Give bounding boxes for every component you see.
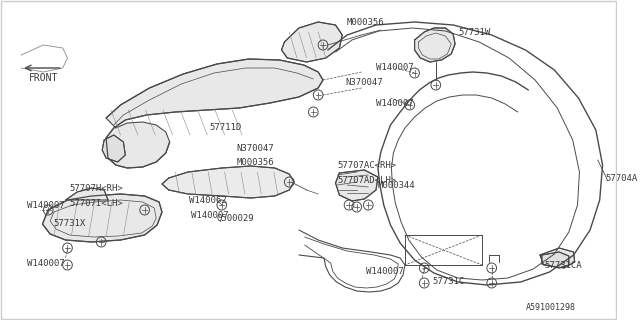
Polygon shape — [542, 252, 569, 268]
Text: W140007: W140007 — [191, 211, 228, 220]
Text: W140007: W140007 — [376, 99, 413, 108]
Text: 57711D: 57711D — [209, 123, 241, 132]
Text: 57731CA: 57731CA — [545, 260, 582, 269]
Polygon shape — [540, 248, 575, 268]
Polygon shape — [335, 170, 378, 201]
Text: 57707H<RH>: 57707H<RH> — [69, 183, 123, 193]
Text: W140062: W140062 — [189, 196, 227, 204]
Text: N370047: N370047 — [236, 143, 274, 153]
Text: N370047: N370047 — [345, 77, 383, 86]
Text: 57731X: 57731X — [53, 219, 85, 228]
Polygon shape — [102, 135, 125, 162]
Text: 57731W: 57731W — [458, 28, 490, 36]
Text: 57707AD<LH>: 57707AD<LH> — [337, 175, 397, 185]
Text: 57731C: 57731C — [432, 277, 464, 286]
Text: FRONT: FRONT — [29, 73, 58, 83]
Text: A591001298: A591001298 — [525, 303, 575, 313]
Polygon shape — [162, 166, 294, 198]
Text: W140007: W140007 — [366, 268, 404, 276]
Text: W140007: W140007 — [27, 260, 65, 268]
Text: W140007: W140007 — [376, 62, 413, 71]
Text: 57707AC<RH>: 57707AC<RH> — [337, 161, 397, 170]
Text: M000356: M000356 — [347, 18, 385, 27]
Text: 57704A: 57704A — [605, 173, 637, 182]
Text: M000344: M000344 — [378, 180, 415, 189]
Polygon shape — [104, 59, 323, 168]
Text: W140007: W140007 — [27, 201, 65, 210]
Polygon shape — [415, 28, 455, 62]
Text: M000356: M000356 — [236, 157, 274, 166]
Polygon shape — [42, 194, 162, 242]
Polygon shape — [65, 188, 108, 200]
Text: Q500029: Q500029 — [217, 213, 255, 222]
Polygon shape — [282, 22, 342, 62]
Text: 57707I<LH>: 57707I<LH> — [69, 198, 123, 207]
